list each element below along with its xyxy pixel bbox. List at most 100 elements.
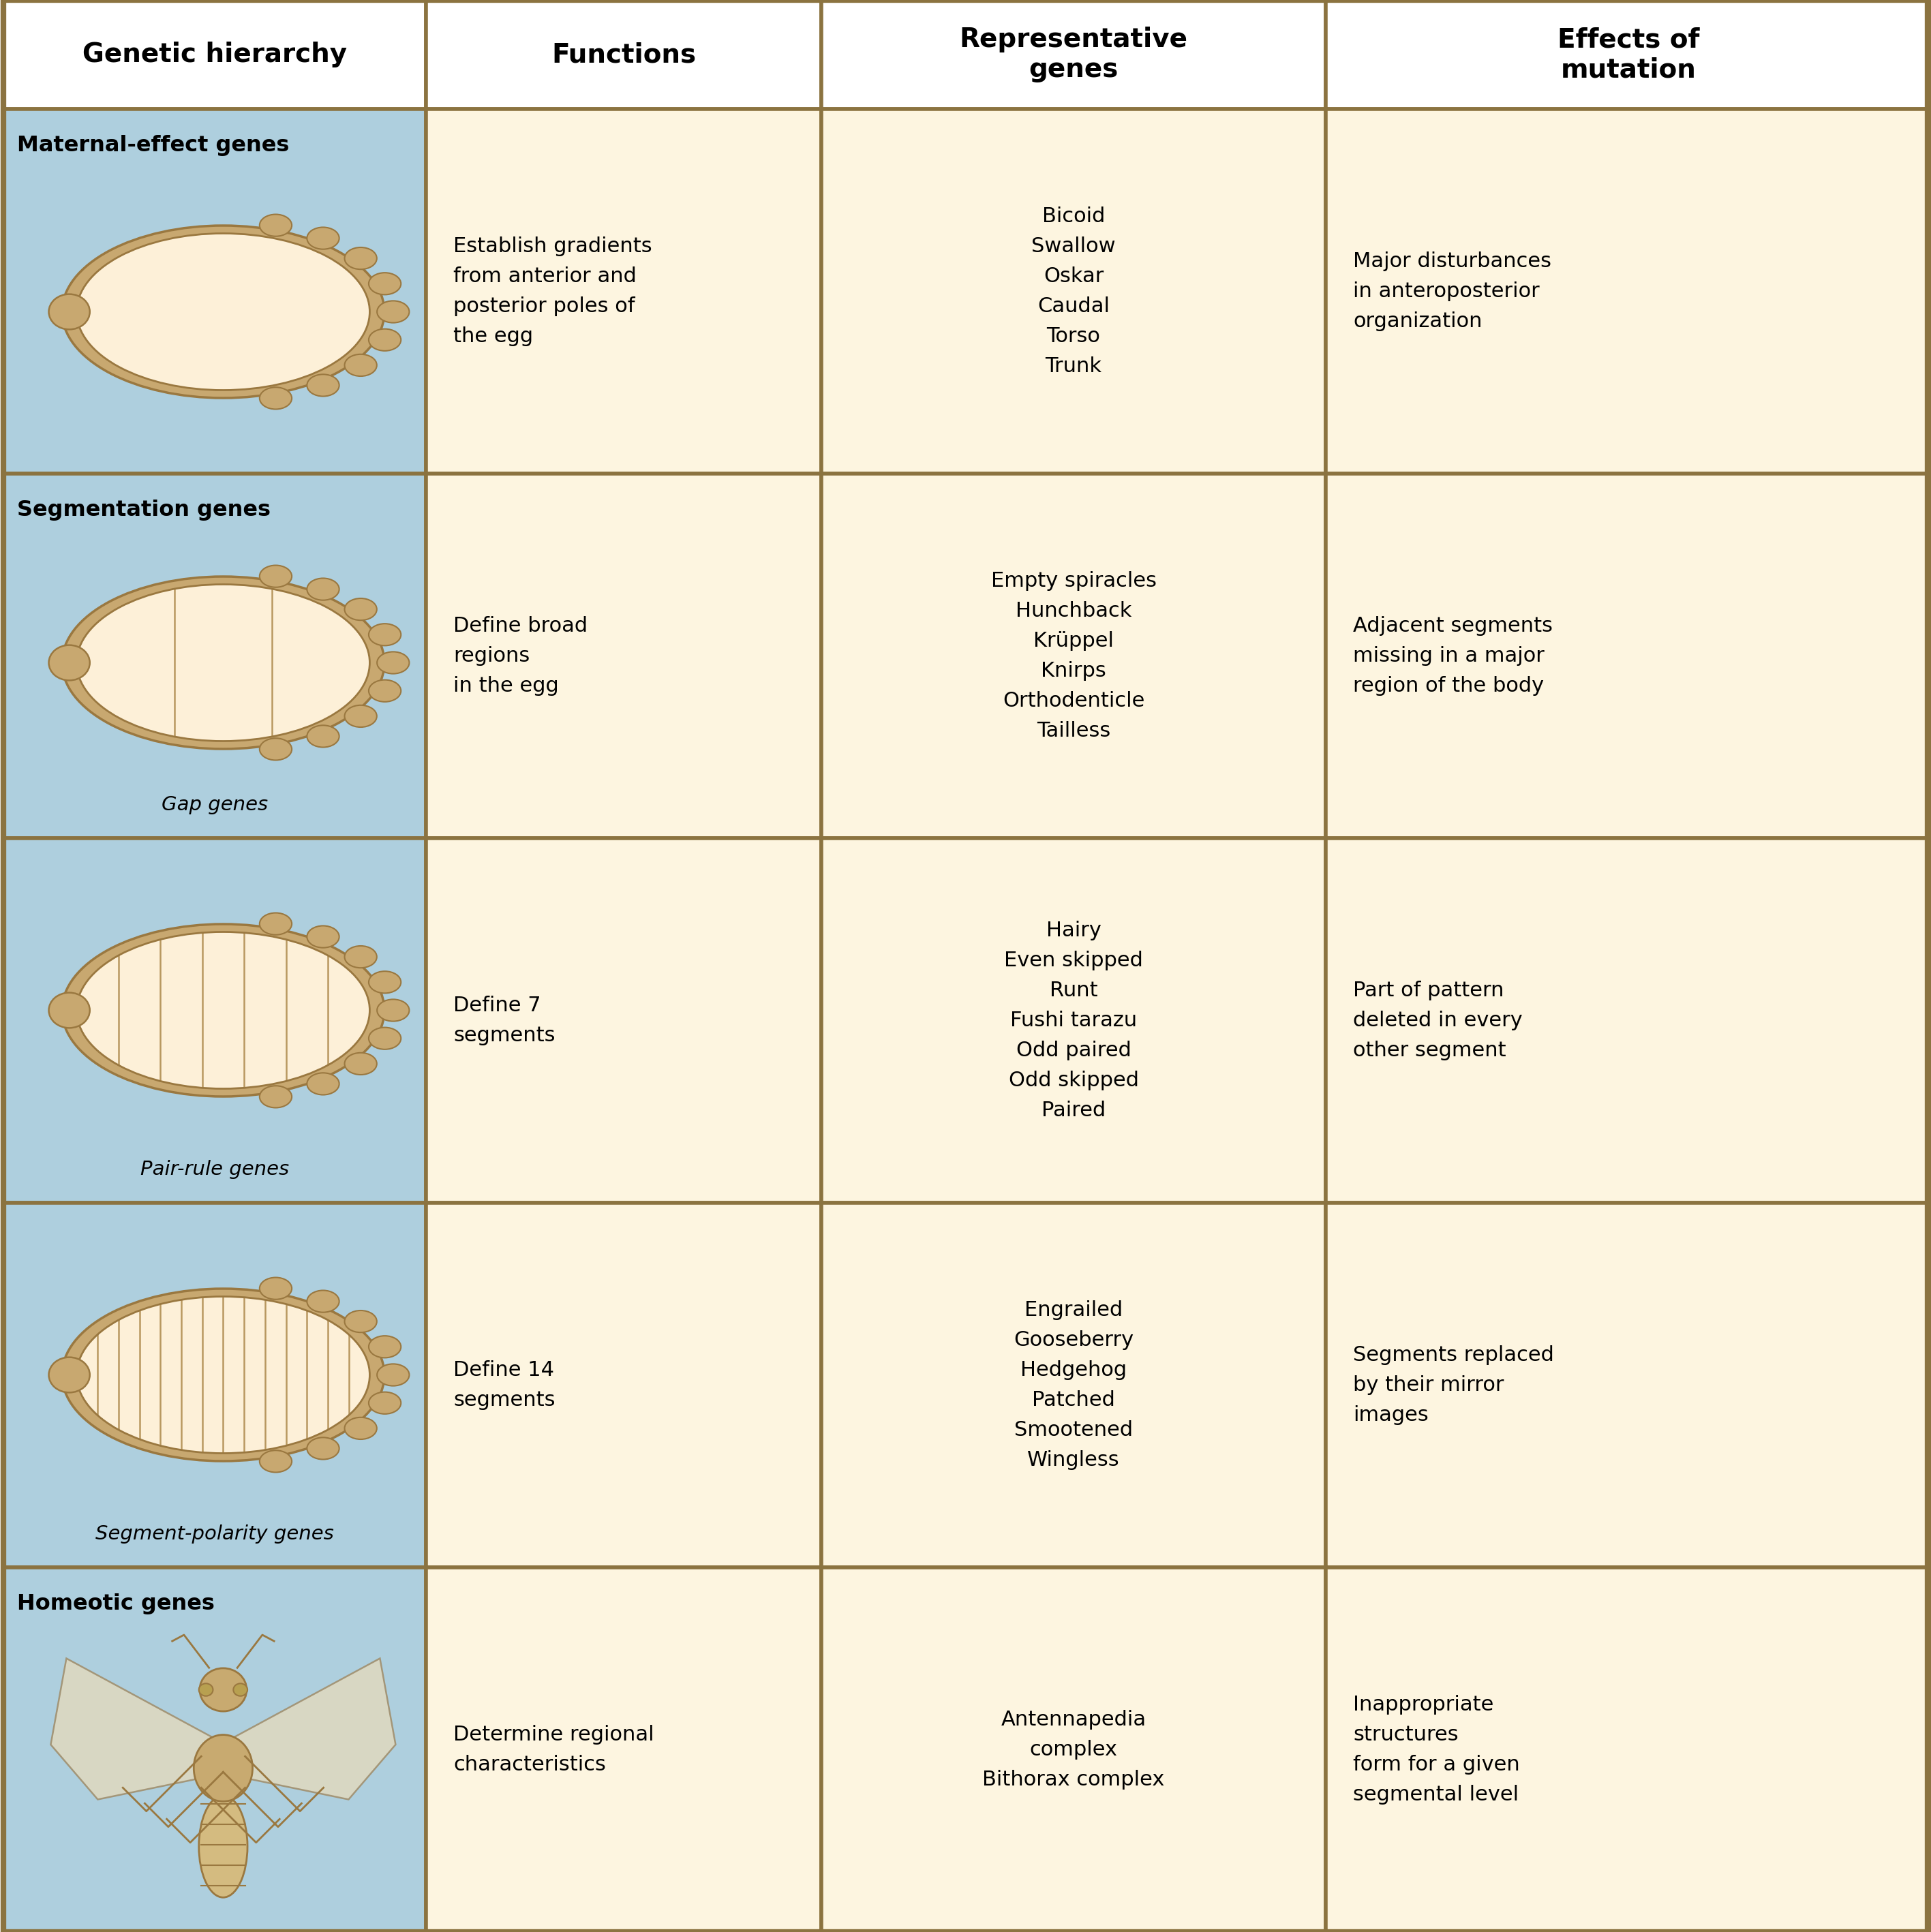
Bar xyxy=(1327,108,1931,473)
Bar xyxy=(1327,473,1931,838)
Ellipse shape xyxy=(344,1053,377,1074)
Text: Antennapedia
complex
Bithorax complex: Antennapedia complex Bithorax complex xyxy=(983,1710,1164,1789)
Bar xyxy=(427,473,821,838)
Bar xyxy=(427,108,821,473)
Text: Establish gradients
from anterior and
posterior poles of
the egg: Establish gradients from anterior and po… xyxy=(454,236,653,346)
Polygon shape xyxy=(50,1658,210,1799)
Ellipse shape xyxy=(307,578,340,601)
Ellipse shape xyxy=(377,1364,409,1385)
Ellipse shape xyxy=(77,931,369,1088)
Text: Determine regional
characteristics: Determine regional characteristics xyxy=(454,1725,655,1776)
Ellipse shape xyxy=(48,645,91,680)
Ellipse shape xyxy=(344,354,377,377)
Text: Representative
genes: Representative genes xyxy=(960,27,1188,83)
Text: Define 14
segments: Define 14 segments xyxy=(454,1360,556,1410)
Text: Hairy
Even skipped
Runt
Fushi tarazu
Odd paired
Odd skipped
Paired: Hairy Even skipped Runt Fushi tarazu Odd… xyxy=(1004,922,1143,1121)
Bar xyxy=(4,0,427,108)
Ellipse shape xyxy=(259,1451,292,1472)
Text: Define broad
regions
in the egg: Define broad regions in the egg xyxy=(454,616,587,696)
Bar xyxy=(821,838,1327,1204)
Ellipse shape xyxy=(377,651,409,674)
Text: Gap genes: Gap genes xyxy=(162,796,268,815)
Text: Empty spiracles
Hunchback
Krüppel
Knirps
Orthodenticle
Tailless: Empty spiracles Hunchback Krüppel Knirps… xyxy=(991,572,1157,740)
Ellipse shape xyxy=(48,294,91,330)
Ellipse shape xyxy=(77,583,369,742)
Text: Effects of
mutation: Effects of mutation xyxy=(1556,27,1699,83)
Ellipse shape xyxy=(369,328,402,352)
Ellipse shape xyxy=(344,947,377,968)
Ellipse shape xyxy=(199,1667,247,1712)
Bar xyxy=(4,108,427,473)
Ellipse shape xyxy=(344,1310,377,1333)
Ellipse shape xyxy=(307,925,340,949)
Ellipse shape xyxy=(77,1296,369,1453)
Ellipse shape xyxy=(259,1277,292,1300)
Bar xyxy=(821,1204,1327,1567)
Ellipse shape xyxy=(259,912,292,935)
Polygon shape xyxy=(236,1658,396,1799)
Bar xyxy=(821,1567,1327,1932)
Ellipse shape xyxy=(307,724,340,748)
Bar xyxy=(4,473,427,838)
Ellipse shape xyxy=(259,386,292,410)
Ellipse shape xyxy=(369,1028,402,1049)
Ellipse shape xyxy=(307,1291,340,1312)
Text: Segments replaced
by their mirror
images: Segments replaced by their mirror images xyxy=(1354,1345,1554,1426)
Bar xyxy=(427,0,821,108)
Text: Maternal-effect genes: Maternal-effect genes xyxy=(17,135,290,156)
Ellipse shape xyxy=(259,566,292,587)
Bar xyxy=(427,1567,821,1932)
Ellipse shape xyxy=(259,738,292,759)
Ellipse shape xyxy=(77,234,369,390)
Bar xyxy=(427,1204,821,1567)
Bar xyxy=(4,1204,427,1567)
Ellipse shape xyxy=(199,1795,247,1897)
Ellipse shape xyxy=(307,375,340,396)
Ellipse shape xyxy=(62,923,384,1097)
Ellipse shape xyxy=(369,1393,402,1414)
Bar xyxy=(821,473,1327,838)
Bar xyxy=(427,838,821,1204)
Ellipse shape xyxy=(369,624,402,645)
Ellipse shape xyxy=(307,1437,340,1459)
Ellipse shape xyxy=(259,214,292,236)
Bar xyxy=(821,0,1327,108)
Bar xyxy=(1327,0,1931,108)
Text: Inappropriate
structures
form for a given
segmental level: Inappropriate structures form for a give… xyxy=(1354,1694,1520,1804)
Ellipse shape xyxy=(369,972,402,993)
Text: Pair-rule genes: Pair-rule genes xyxy=(141,1159,290,1179)
Ellipse shape xyxy=(62,1289,384,1461)
Bar xyxy=(1327,1567,1931,1932)
Ellipse shape xyxy=(369,272,402,296)
Ellipse shape xyxy=(377,301,409,323)
Bar xyxy=(1327,1204,1931,1567)
Bar xyxy=(4,838,427,1204)
Ellipse shape xyxy=(259,1086,292,1107)
Ellipse shape xyxy=(307,1072,340,1095)
Bar xyxy=(821,108,1327,473)
Ellipse shape xyxy=(344,1418,377,1439)
Text: Homeotic genes: Homeotic genes xyxy=(17,1594,214,1615)
Text: Genetic hierarchy: Genetic hierarchy xyxy=(83,43,348,68)
Ellipse shape xyxy=(193,1735,253,1801)
Text: Bicoid
Swallow
Oskar
Caudal
Torso
Trunk: Bicoid Swallow Oskar Caudal Torso Trunk xyxy=(1031,207,1116,377)
Text: Segment-polarity genes: Segment-polarity genes xyxy=(95,1524,334,1544)
Bar xyxy=(1327,838,1931,1204)
Text: Functions: Functions xyxy=(552,43,695,68)
Text: Engrailed
Gooseberry
Hedgehog
Patched
Smootened
Wingless: Engrailed Gooseberry Hedgehog Patched Sm… xyxy=(1014,1300,1133,1470)
Ellipse shape xyxy=(62,576,384,750)
Text: Segmentation genes: Segmentation genes xyxy=(17,500,270,520)
Ellipse shape xyxy=(48,993,91,1028)
Ellipse shape xyxy=(369,1335,402,1358)
Text: Part of pattern
deleted in every
other segment: Part of pattern deleted in every other s… xyxy=(1354,981,1522,1061)
Ellipse shape xyxy=(234,1683,247,1696)
Ellipse shape xyxy=(62,226,384,398)
Text: Adjacent segments
missing in a major
region of the body: Adjacent segments missing in a major reg… xyxy=(1354,616,1553,696)
Ellipse shape xyxy=(344,247,377,269)
Ellipse shape xyxy=(377,999,409,1022)
Ellipse shape xyxy=(369,680,402,701)
Text: Major disturbances
in anteroposterior
organization: Major disturbances in anteroposterior or… xyxy=(1354,251,1551,330)
Ellipse shape xyxy=(344,705,377,726)
Ellipse shape xyxy=(307,228,340,249)
Ellipse shape xyxy=(48,1358,91,1393)
